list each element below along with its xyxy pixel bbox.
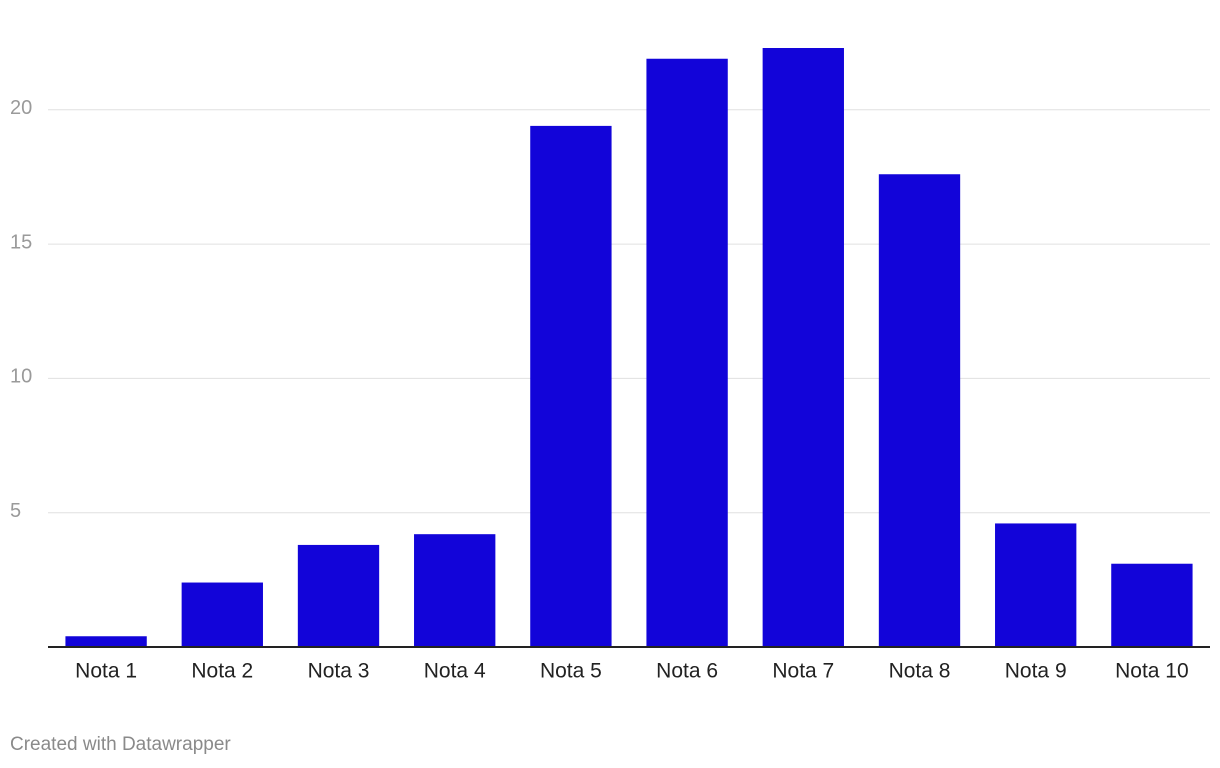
y-tick-label: 5	[10, 500, 21, 522]
bar	[414, 534, 496, 647]
y-tick-label: 10	[10, 366, 32, 388]
bar	[762, 48, 844, 647]
x-tick-label: Nota 1	[75, 660, 137, 683]
y-tick-label: 20	[10, 97, 32, 119]
bar	[1111, 563, 1193, 647]
x-tick-label: Nota 7	[772, 660, 834, 683]
x-tick-label: Nota 2	[191, 660, 253, 683]
bar	[181, 582, 263, 647]
bar	[646, 58, 728, 648]
bar	[530, 125, 612, 648]
x-tick-label: Nota 8	[889, 660, 951, 683]
x-tick-label: Nota 10	[1115, 660, 1189, 683]
bar	[297, 544, 380, 647]
x-tick-label: Nota 4	[424, 660, 486, 683]
credit: Created with Datawrapper	[10, 734, 231, 755]
x-tick-label: Nota 5	[540, 660, 602, 683]
bar	[995, 523, 1077, 647]
x-tick-label: Nota 9	[1005, 660, 1067, 683]
bar	[65, 636, 147, 647]
y-tick-label: 15	[10, 231, 32, 253]
bar	[878, 174, 961, 647]
x-tick-label: Nota 3	[308, 660, 370, 683]
x-tick-label: Nota 6	[656, 660, 718, 683]
